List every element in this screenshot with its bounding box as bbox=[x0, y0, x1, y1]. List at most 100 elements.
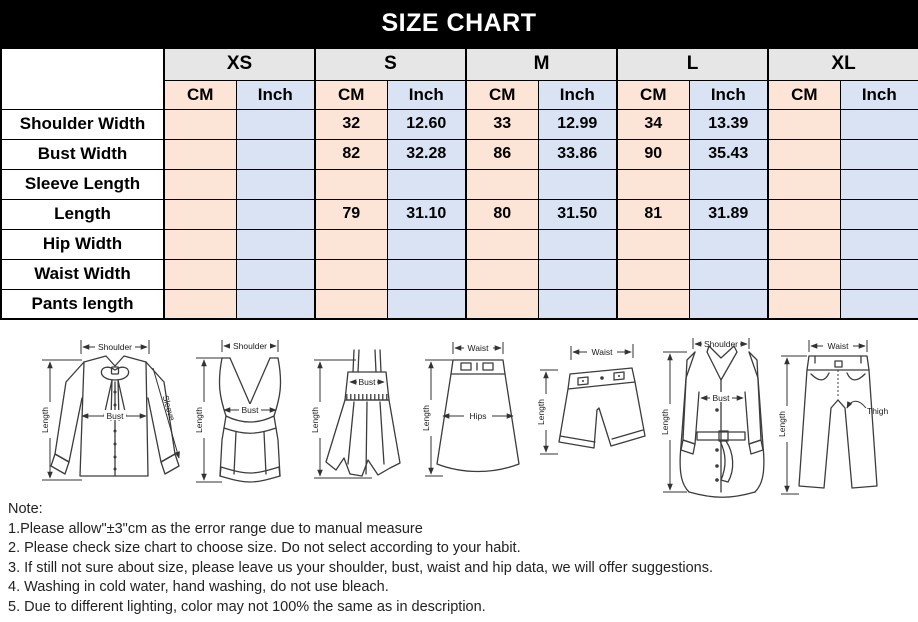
bust-label: Bust bbox=[358, 377, 376, 387]
cell bbox=[537, 228, 618, 260]
cell bbox=[839, 108, 918, 140]
skirt-diagram: Waist Length Hips bbox=[422, 342, 520, 477]
cell bbox=[314, 228, 388, 260]
bust-label: Bust bbox=[712, 393, 730, 403]
unit-header-cm: CM bbox=[163, 79, 237, 110]
coat-diagram: Shoulder Length Bust bbox=[660, 338, 765, 498]
cell: 79 bbox=[314, 198, 388, 230]
cell bbox=[839, 198, 918, 230]
cell bbox=[235, 258, 316, 290]
shoulder-label: Shoulder bbox=[232, 341, 266, 351]
unit-header-cm: CM bbox=[616, 79, 690, 110]
cell: 12.99 bbox=[537, 108, 618, 140]
cell bbox=[767, 138, 841, 170]
cell bbox=[537, 168, 618, 200]
cell: 32.28 bbox=[386, 138, 467, 170]
cell bbox=[688, 168, 769, 200]
cell bbox=[616, 288, 690, 320]
cell: 33.86 bbox=[537, 138, 618, 170]
hips-label: Hips bbox=[469, 411, 486, 421]
cell bbox=[839, 138, 918, 170]
dress-diagram: Length Bust bbox=[312, 349, 401, 479]
cell: 81 bbox=[616, 198, 690, 230]
cell: 13.39 bbox=[688, 108, 769, 140]
length-label: Length bbox=[538, 399, 546, 425]
cell bbox=[767, 258, 841, 290]
unit-header-inch: Inch bbox=[386, 79, 467, 110]
measurement-diagrams: Shoulder Length Bust Sleeve Shoulder bbox=[0, 336, 918, 498]
waist-label: Waist bbox=[828, 341, 850, 351]
cell bbox=[767, 288, 841, 320]
size-header-row: XS S M L XL bbox=[0, 47, 918, 110]
unit-header-inch: Inch bbox=[839, 79, 918, 110]
unit-header-cm: CM bbox=[314, 79, 388, 110]
cell bbox=[688, 228, 769, 260]
cell bbox=[767, 108, 841, 140]
size-header-s: S bbox=[314, 47, 467, 81]
note-item: 4. Washing in cold water, hand washing, … bbox=[8, 579, 389, 595]
cell bbox=[235, 198, 316, 230]
table-row-shoulder-width: Shoulder Width 32 12.60 33 12.99 34 13.3… bbox=[0, 108, 918, 140]
cell bbox=[235, 288, 316, 320]
row-label: Waist Width bbox=[0, 258, 165, 290]
length-label: Length bbox=[423, 405, 431, 431]
row-label: Length bbox=[0, 198, 165, 230]
blouse-diagram: Shoulder Length Bust Sleeve bbox=[40, 340, 180, 481]
cell: 35.43 bbox=[688, 138, 769, 170]
cell bbox=[386, 228, 467, 260]
unit-header-inch: Inch bbox=[688, 79, 769, 110]
table-row-sleeve-length: Sleeve Length bbox=[0, 168, 918, 200]
page-title: SIZE CHART bbox=[0, 0, 918, 47]
cell: 82 bbox=[314, 138, 388, 170]
cell: 31.89 bbox=[688, 198, 769, 230]
row-label: Hip Width bbox=[0, 228, 165, 260]
cell bbox=[163, 258, 237, 290]
table-row-hip-width: Hip Width bbox=[0, 228, 918, 260]
size-chart-table: XS S M L XL CM Inch CM Inch CM Inch CM I… bbox=[0, 47, 918, 320]
bust-label: Bust bbox=[106, 411, 124, 421]
row-label: Bust Width bbox=[0, 138, 165, 170]
unit-header-row: CM Inch CM Inch CM Inch CM Inch CM Inch bbox=[1, 79, 918, 110]
size-header-xs: XS bbox=[162, 47, 316, 81]
cell bbox=[839, 288, 918, 320]
cell bbox=[465, 168, 539, 200]
cell bbox=[235, 138, 316, 170]
cell bbox=[616, 168, 690, 200]
cell: 31.50 bbox=[537, 198, 618, 230]
cell bbox=[235, 108, 316, 140]
cell bbox=[616, 228, 690, 260]
cell bbox=[163, 198, 237, 230]
cell bbox=[235, 228, 316, 260]
length-label: Length bbox=[779, 411, 787, 437]
note-item: 3. If still not sure about size, please … bbox=[8, 559, 713, 576]
shorts-diagram: Waist Length bbox=[538, 344, 646, 455]
cell bbox=[386, 258, 467, 290]
cell bbox=[839, 258, 918, 290]
shoulder-label: Shoulder bbox=[703, 339, 737, 349]
cell: 90 bbox=[616, 138, 690, 170]
unit-header-inch: Inch bbox=[537, 79, 618, 110]
cell: 33 bbox=[465, 108, 539, 140]
table-row-waist-width: Waist Width bbox=[0, 258, 918, 290]
row-label: Shoulder Width bbox=[0, 108, 165, 140]
notes-heading: Note: bbox=[8, 501, 43, 517]
thigh-label: Thigh bbox=[867, 406, 889, 416]
row-label: Pants length bbox=[0, 288, 165, 320]
cell: 31.10 bbox=[386, 198, 467, 230]
cell bbox=[767, 228, 841, 260]
cell bbox=[235, 168, 316, 200]
cell bbox=[688, 258, 769, 290]
cell bbox=[163, 168, 237, 200]
cell: 32 bbox=[314, 108, 388, 140]
length-label: Length bbox=[194, 407, 204, 433]
cell bbox=[465, 288, 539, 320]
cell bbox=[839, 168, 918, 200]
cell: 12.60 bbox=[386, 108, 467, 140]
cell bbox=[767, 168, 841, 200]
note-item: 1.Please allow"±3"cm as the error range … bbox=[8, 520, 423, 537]
cell bbox=[616, 258, 690, 290]
vest-diagram: Shoulder Length Bust bbox=[193, 340, 281, 483]
cell bbox=[163, 228, 237, 260]
size-header-l: L bbox=[616, 47, 769, 81]
waist-label: Waist bbox=[592, 347, 614, 357]
